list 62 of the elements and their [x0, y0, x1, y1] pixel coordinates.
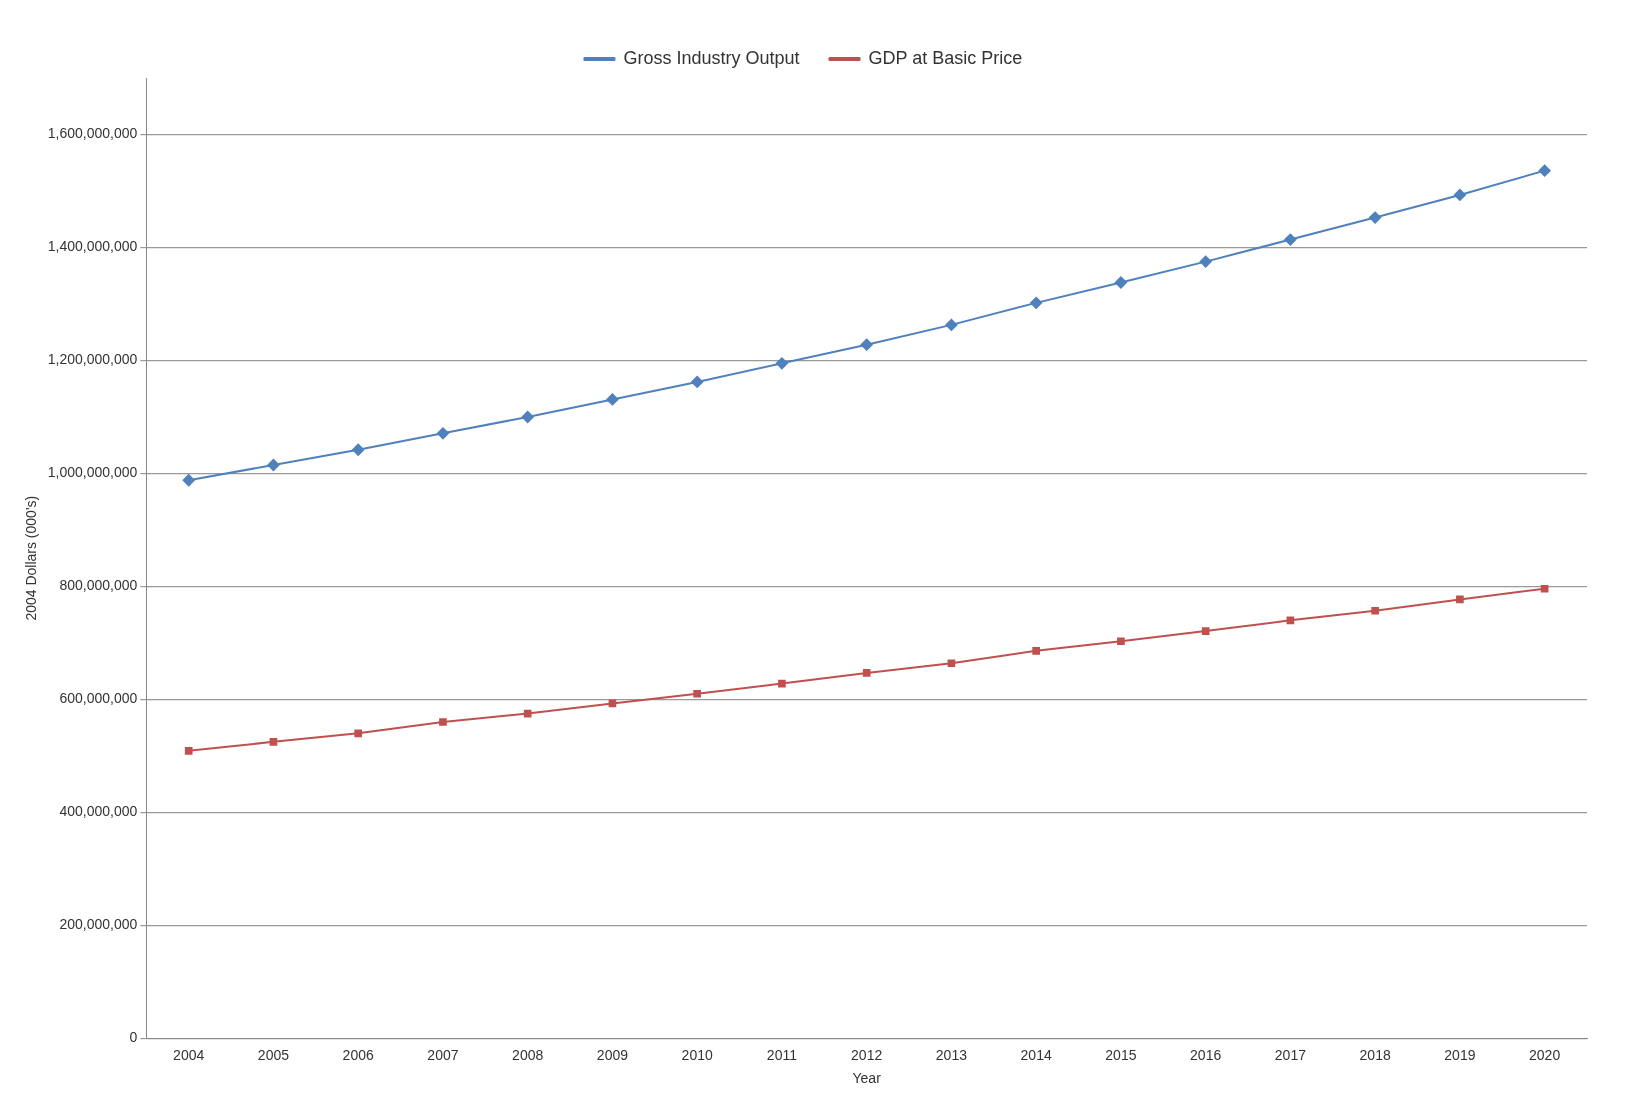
- point: [691, 375, 704, 388]
- y-tick-label: 400,000,000: [59, 803, 138, 820]
- point: [1032, 647, 1040, 655]
- point: [606, 393, 619, 406]
- point: [521, 410, 534, 423]
- point: [1201, 627, 1210, 635]
- y-tick-label: 1,200,000,000: [47, 351, 138, 368]
- x-tick-label: 2015: [1105, 1046, 1137, 1063]
- y-tick-label: 1,400,000,000: [47, 238, 138, 255]
- point: [352, 443, 365, 456]
- point: [182, 474, 195, 487]
- x-tick-label: 2004: [173, 1046, 205, 1063]
- x-tick-label: 2005: [257, 1046, 290, 1063]
- x-tick-label: 2010: [681, 1046, 713, 1063]
- point: [1540, 584, 1549, 593]
- legend-label: GDP at Basic Price: [868, 47, 1023, 68]
- point: [1538, 164, 1551, 177]
- point: [1030, 296, 1043, 309]
- x-tick-label: 2018: [1359, 1046, 1391, 1063]
- y-tick-label: 800,000,000: [59, 577, 138, 594]
- x-tick-label: 2016: [1190, 1046, 1222, 1063]
- point: [1369, 211, 1382, 224]
- x-tick-label: 2007: [427, 1046, 459, 1063]
- legend-label: Gross Industry Output: [623, 47, 800, 68]
- y-tick-label: 1,600,000,000: [47, 125, 138, 142]
- x-tick-label: 2017: [1274, 1046, 1307, 1063]
- point: [267, 458, 280, 471]
- point: [523, 709, 532, 718]
- point: [1114, 276, 1127, 289]
- y-tick-label: 200,000,000: [59, 916, 138, 933]
- point: [1453, 188, 1466, 201]
- point: [1371, 606, 1379, 615]
- point: [1284, 233, 1297, 246]
- point: [862, 669, 871, 677]
- point: [269, 737, 278, 746]
- y-axis-title: 2004 Dollars (000's): [23, 495, 40, 621]
- x-tick-label: 2008: [512, 1046, 544, 1063]
- point: [947, 659, 956, 668]
- x-tick-label: 2012: [851, 1046, 883, 1063]
- point: [436, 427, 449, 440]
- y-tick-label: 600,000,000: [59, 690, 138, 707]
- point: [1117, 637, 1125, 646]
- point: [693, 689, 701, 698]
- y-tick-label: 1,000,000,000: [47, 464, 138, 481]
- x-tick-label: 2009: [596, 1046, 629, 1063]
- point: [1456, 595, 1464, 604]
- x-axis-title: Year: [852, 1070, 882, 1087]
- point: [945, 318, 958, 331]
- x-tick-label: 2020: [1529, 1046, 1561, 1063]
- point: [1199, 255, 1212, 268]
- point: [778, 679, 786, 688]
- point: [439, 718, 447, 726]
- x-tick-label: 2014: [1020, 1046, 1052, 1063]
- point: [354, 729, 363, 738]
- y-tick-label: 0: [129, 1029, 138, 1046]
- x-tick-label: 2013: [935, 1046, 968, 1063]
- point: [860, 338, 873, 351]
- x-tick-label: 2011: [766, 1046, 798, 1063]
- point: [184, 747, 193, 755]
- x-tick-label: 2006: [342, 1046, 374, 1063]
- x-tick-label: 2019: [1444, 1046, 1476, 1063]
- point: [775, 357, 788, 370]
